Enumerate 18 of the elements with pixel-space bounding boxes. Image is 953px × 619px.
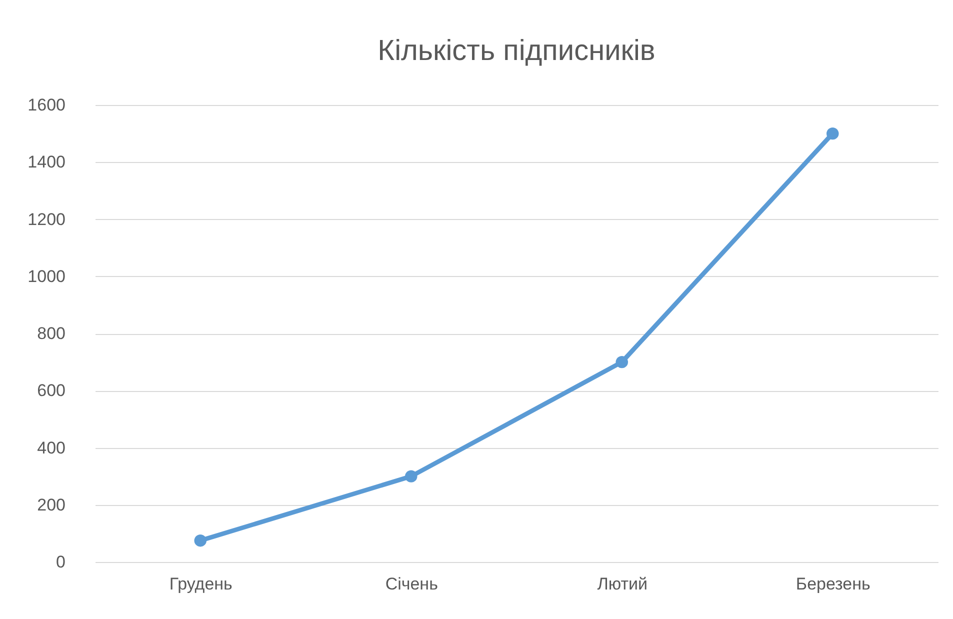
chart-title: Кількість підписників bbox=[378, 35, 656, 67]
x-tick-label: Березень bbox=[796, 574, 870, 594]
y-tick-label: 600 bbox=[37, 381, 66, 400]
y-tick-label: 200 bbox=[37, 495, 66, 514]
y-tick-label: 0 bbox=[56, 552, 66, 572]
point bbox=[616, 356, 628, 368]
x-tick-label: Грудень bbox=[169, 574, 233, 594]
x-tick-label: Лютий bbox=[597, 574, 648, 594]
x-tick-label: Січень bbox=[385, 574, 438, 594]
y-tick-label: 400 bbox=[37, 438, 66, 458]
point bbox=[194, 534, 206, 547]
point bbox=[405, 470, 418, 482]
y-tick-label: 800 bbox=[37, 324, 66, 343]
point bbox=[826, 127, 839, 140]
y-tick-label: 1000 bbox=[28, 266, 66, 286]
y-tick-label: 1600 bbox=[28, 96, 66, 114]
y-tick-label: 1200 bbox=[28, 210, 66, 229]
y-tick-label: 1400 bbox=[28, 152, 66, 172]
